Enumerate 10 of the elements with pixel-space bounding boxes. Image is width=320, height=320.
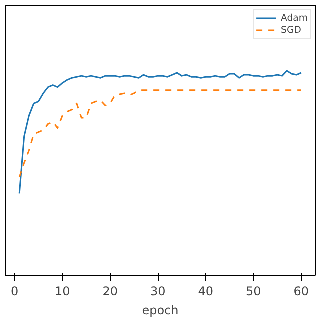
x-tick-label: 0 <box>10 284 19 298</box>
legend-label: SGD <box>281 24 302 36</box>
x-tick-label: 20 <box>102 284 118 298</box>
x-tick-label: 50 <box>246 284 262 298</box>
legend-label: Adam <box>281 12 308 24</box>
x-tick-label: 60 <box>294 284 310 298</box>
x-tick-label: 10 <box>54 284 70 298</box>
x-axis-title: epoch <box>142 304 179 318</box>
x-tick-label: 30 <box>150 284 166 298</box>
x-tick-label: 40 <box>198 284 214 298</box>
